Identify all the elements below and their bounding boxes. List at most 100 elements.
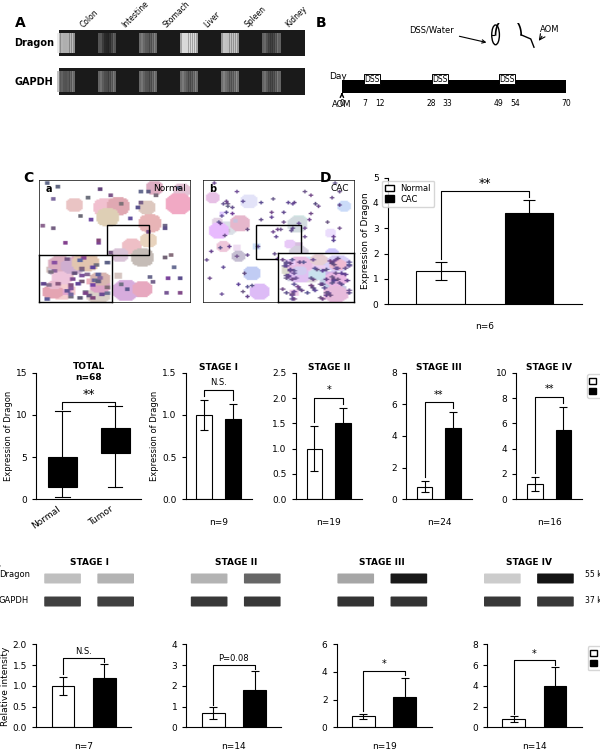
Bar [59, 68, 305, 94]
Bar [113, 33, 116, 53]
Title: STAGE II: STAGE II [308, 363, 350, 372]
Bar [102, 71, 106, 92]
Bar [113, 71, 116, 92]
PathPatch shape [48, 457, 77, 487]
Bar [184, 71, 188, 92]
Text: C: C [23, 171, 34, 185]
Legend: Normal, CAC: Normal, CAC [382, 181, 434, 207]
Bar [72, 33, 75, 53]
Bar [556, 430, 571, 500]
FancyBboxPatch shape [484, 596, 521, 607]
Bar [193, 33, 196, 53]
Bar [191, 71, 194, 92]
Bar [139, 33, 143, 53]
Bar [277, 71, 281, 92]
Text: N.S.: N.S. [210, 378, 227, 387]
Bar [109, 33, 112, 53]
Bar [65, 71, 69, 92]
Bar [202, 713, 224, 728]
Bar [148, 71, 151, 92]
Text: n=14: n=14 [522, 742, 547, 750]
Text: Stomach: Stomach [161, 0, 191, 29]
Text: Dragon: Dragon [0, 570, 30, 579]
Bar [234, 71, 238, 92]
Text: n=16: n=16 [536, 518, 562, 527]
FancyBboxPatch shape [97, 596, 134, 607]
Title: STAGE IV: STAGE IV [526, 363, 572, 372]
Bar [154, 33, 157, 53]
Bar [335, 423, 351, 500]
Bar [100, 71, 104, 92]
Bar [266, 71, 270, 92]
Bar [226, 71, 229, 92]
Bar [187, 33, 190, 53]
Text: DSS/Water: DSS/Water [409, 26, 485, 43]
Bar [59, 30, 305, 56]
FancyBboxPatch shape [391, 574, 427, 584]
FancyBboxPatch shape [337, 574, 374, 584]
Bar [230, 71, 233, 92]
Bar [364, 74, 380, 84]
PathPatch shape [101, 427, 130, 453]
Bar [149, 71, 153, 92]
Text: 7: 7 [362, 99, 367, 108]
Bar [243, 690, 266, 728]
Bar [139, 71, 143, 92]
Text: AOM: AOM [332, 94, 352, 109]
Bar [98, 33, 101, 53]
Y-axis label: Expression of Dragon: Expression of Dragon [151, 391, 160, 481]
Text: DSS: DSS [499, 75, 514, 84]
FancyBboxPatch shape [44, 596, 81, 607]
Bar [182, 71, 186, 92]
Bar [196, 415, 212, 500]
Bar [188, 71, 192, 92]
Text: DSS: DSS [432, 75, 447, 84]
Text: **: ** [479, 177, 491, 190]
Bar [265, 33, 268, 53]
Text: 33: 33 [443, 99, 452, 108]
Y-axis label: Expression of Dragon: Expression of Dragon [361, 193, 370, 290]
Bar [104, 71, 108, 92]
Bar [307, 448, 322, 500]
Y-axis label: Expression of Dragon: Expression of Dragon [4, 391, 13, 481]
Bar [221, 71, 224, 92]
Title: STAGE I: STAGE I [199, 363, 238, 372]
Bar [59, 33, 62, 53]
Title: STAGE III: STAGE III [416, 363, 462, 372]
Bar [145, 33, 149, 53]
Bar [275, 71, 278, 92]
FancyBboxPatch shape [44, 574, 81, 584]
Text: 70: 70 [561, 99, 571, 108]
Bar [63, 71, 67, 92]
Text: 37 kD: 37 kD [585, 596, 600, 604]
Bar [195, 71, 199, 92]
Bar [152, 33, 155, 53]
FancyBboxPatch shape [537, 574, 574, 584]
Text: *: * [326, 386, 331, 395]
Bar [93, 677, 116, 728]
Text: B: B [316, 16, 326, 29]
Bar [227, 33, 231, 53]
Bar [63, 33, 67, 53]
Bar [502, 719, 525, 728]
Bar [499, 74, 515, 84]
Bar [342, 80, 566, 92]
Bar [70, 71, 73, 92]
FancyBboxPatch shape [97, 574, 134, 584]
Bar [195, 33, 199, 53]
Text: n=19: n=19 [372, 742, 397, 750]
Text: P=0.08: P=0.08 [218, 654, 249, 663]
Bar [110, 33, 114, 53]
Text: DSS: DSS [365, 75, 380, 84]
Text: GAPDH: GAPDH [15, 76, 53, 86]
Bar [236, 33, 239, 53]
Text: n=68: n=68 [76, 373, 102, 382]
Bar [154, 71, 157, 92]
Bar [106, 33, 110, 53]
Text: Day: Day [329, 71, 347, 80]
Bar [275, 33, 278, 53]
Bar [269, 33, 272, 53]
FancyBboxPatch shape [191, 574, 227, 584]
Bar [226, 33, 229, 53]
Bar [277, 33, 281, 53]
